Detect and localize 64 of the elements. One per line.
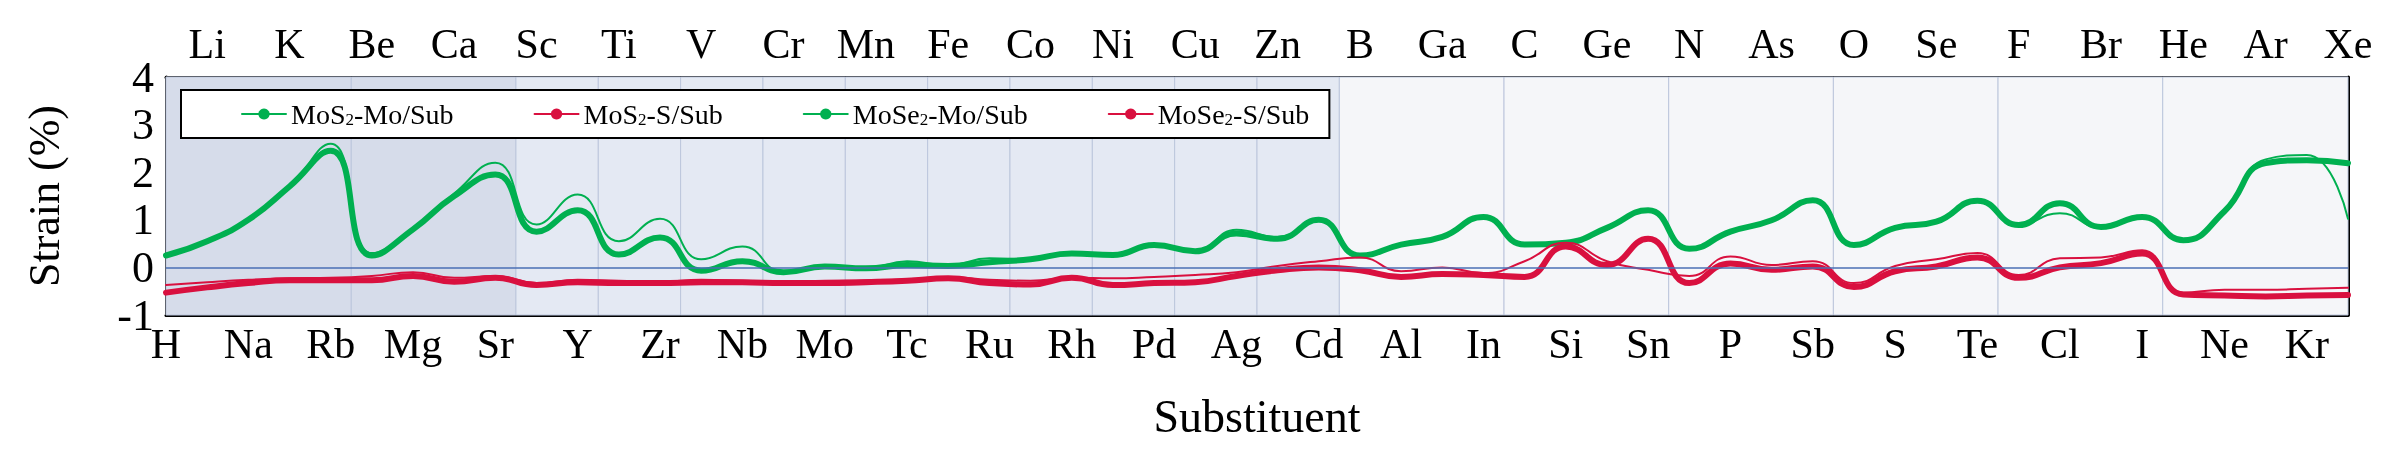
x-tick-label: Al xyxy=(1380,321,1423,367)
x-tick-label: Ni xyxy=(1091,21,1134,67)
x-tick-label: In xyxy=(1465,321,1501,367)
x-tick-label: Sc xyxy=(515,21,558,67)
x-tick-label: Mg xyxy=(383,321,443,367)
y-tick-label: 0 xyxy=(132,242,154,292)
x-tick-label: B xyxy=(1345,21,1374,67)
x-tick-label: Ge xyxy=(1582,21,1632,67)
x-tick-label: Se xyxy=(1915,21,1958,67)
x-tick-label: I xyxy=(2135,321,2150,367)
x-tick-label: K xyxy=(274,21,305,67)
x-tick-label: Ag xyxy=(1210,321,1263,367)
y-tick-label: 2 xyxy=(132,147,154,197)
x-tick-label: Tc xyxy=(886,321,928,367)
x-tick-label: Sn xyxy=(1625,321,1671,367)
x-tick-label: N xyxy=(1674,21,1705,67)
x-axis-title: Substituent xyxy=(1153,390,1361,442)
legend-label: MoS2-S/Sub xyxy=(583,98,723,130)
x-tick-label: Cr xyxy=(762,21,805,67)
x-tick-label: Si xyxy=(1548,321,1584,367)
x-tick-label: Cl xyxy=(2039,321,2080,367)
x-tick-label: Rh xyxy=(1047,321,1097,367)
x-tick-label: He xyxy=(2158,21,2208,67)
x-tick-label: Ti xyxy=(600,21,637,67)
legend-label: MoS2-Mo/Sub xyxy=(291,98,454,130)
x-tick-label: F xyxy=(2006,21,2031,67)
x-tick-label: Ga xyxy=(1417,21,1468,67)
x-tick-label: Y xyxy=(562,321,593,367)
y-tick-label: 1 xyxy=(132,195,154,245)
x-tick-label: Mo xyxy=(795,321,854,367)
legend-label: MoSe2-S/Sub xyxy=(1157,98,1310,130)
x-tick-label: As xyxy=(1748,21,1795,67)
x-tick-label: Nb xyxy=(716,321,769,367)
x-tick-label: Ca xyxy=(430,21,478,67)
y-tick-label: 4 xyxy=(132,52,154,102)
x-tick-label: S xyxy=(1883,321,1907,367)
x-tick-label: Br xyxy=(2079,21,2122,67)
x-tick-label: Pd xyxy=(1131,321,1177,367)
y-axis-title: Strain (%) xyxy=(19,104,69,288)
x-tick-label: Li xyxy=(188,21,226,67)
x-tick-label: Mn xyxy=(836,21,896,67)
x-tick-label: Na xyxy=(223,321,274,367)
y-tick-label: 3 xyxy=(132,100,154,150)
x-tick-label: C xyxy=(1510,21,1539,67)
x-tick-label: Fe xyxy=(927,21,970,67)
x-tick-label: P xyxy=(1718,321,1743,367)
legend-label: MoSe2-Mo/Sub xyxy=(852,98,1028,130)
x-tick-label: Ru xyxy=(964,321,1014,367)
x-tick-label: Sb xyxy=(1790,321,1835,367)
x-tick-label: Rb xyxy=(306,321,356,367)
x-tick-label: Be xyxy=(348,21,396,67)
x-tick-label: O xyxy=(1838,21,1870,67)
x-tick-label: Cu xyxy=(1170,21,1220,67)
x-tick-label: V xyxy=(686,21,717,67)
x-tick-label: Xe xyxy=(2323,21,2373,67)
x-tick-label: Cd xyxy=(1294,321,1344,367)
x-tick-label: Co xyxy=(1006,21,1056,67)
x-tick-label: Zn xyxy=(1254,21,1301,67)
x-tick-label: Te xyxy=(1956,321,1999,367)
x-tick-label: Ar xyxy=(2243,21,2288,67)
x-tick-label: Kr xyxy=(2284,321,2329,367)
x-tick-label: Ne xyxy=(2200,321,2249,367)
x-tick-label: Sr xyxy=(476,321,515,367)
x-tick-label: Zr xyxy=(640,321,680,367)
